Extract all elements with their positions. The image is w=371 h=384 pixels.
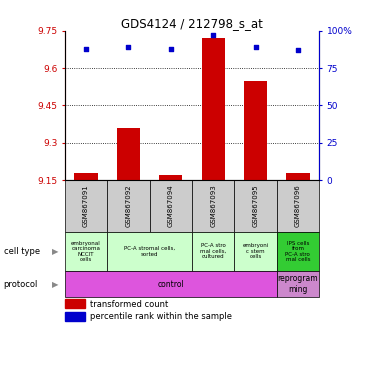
Bar: [117, 128, 140, 180]
Text: transformed count: transformed count: [91, 300, 168, 309]
Bar: [277, 180, 319, 232]
Bar: [286, 173, 309, 180]
Point: [210, 32, 216, 38]
Text: control: control: [157, 280, 184, 288]
Text: ▶: ▶: [52, 247, 59, 256]
Bar: [65, 300, 85, 308]
Text: GSM867093: GSM867093: [210, 184, 216, 227]
Text: embryoni
c stem
cells: embryoni c stem cells: [242, 243, 269, 259]
Text: PC-A stro
mal cells,
cultured: PC-A stro mal cells, cultured: [200, 243, 226, 259]
Point: [295, 47, 301, 53]
Bar: [277, 271, 319, 297]
Bar: [244, 81, 267, 180]
Bar: [107, 180, 150, 232]
Text: percentile rank within the sample: percentile rank within the sample: [91, 313, 232, 321]
Bar: [75, 173, 98, 180]
Text: cell type: cell type: [4, 247, 40, 256]
Point: [125, 44, 131, 50]
Bar: [150, 180, 192, 232]
Bar: [192, 180, 234, 232]
Text: protocol: protocol: [4, 280, 38, 288]
Text: GSM867096: GSM867096: [295, 184, 301, 227]
Text: GSM867091: GSM867091: [83, 184, 89, 227]
Point: [253, 44, 259, 50]
Text: embryonal
carcinoma
NCCIT
cells: embryonal carcinoma NCCIT cells: [71, 241, 101, 262]
Bar: [234, 232, 277, 271]
Bar: [234, 180, 277, 232]
Text: reprogram
ming: reprogram ming: [278, 274, 318, 294]
Bar: [107, 232, 192, 271]
Bar: [159, 175, 183, 180]
Bar: [65, 271, 277, 297]
Bar: [65, 180, 107, 232]
Text: GSM867092: GSM867092: [125, 184, 131, 227]
Point: [168, 46, 174, 52]
Bar: [192, 232, 234, 271]
Bar: [201, 38, 225, 180]
Text: PC-A stromal cells,
sorted: PC-A stromal cells, sorted: [124, 246, 175, 257]
Title: GDS4124 / 212798_s_at: GDS4124 / 212798_s_at: [121, 17, 263, 30]
Bar: [65, 312, 85, 321]
Text: IPS cells
from
PC-A stro
mal cells: IPS cells from PC-A stro mal cells: [285, 241, 310, 262]
Text: ▶: ▶: [52, 280, 59, 288]
Bar: [277, 232, 319, 271]
Bar: [65, 232, 107, 271]
Text: GSM867094: GSM867094: [168, 184, 174, 227]
Text: GSM867095: GSM867095: [253, 184, 259, 227]
Point: [83, 46, 89, 52]
